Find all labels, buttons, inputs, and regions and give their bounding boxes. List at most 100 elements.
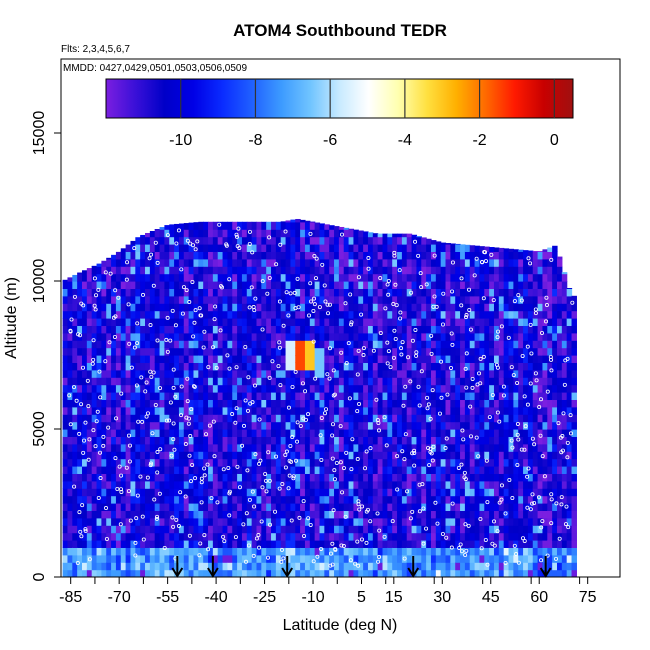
heat-cell [106,325,112,334]
heat-cell [421,244,427,252]
heat-cell [217,251,224,260]
heat-cell [295,369,301,378]
heat-cell [77,414,83,423]
heat-cell [178,473,185,482]
heat-cell [474,377,481,386]
heat-cell [154,436,161,445]
heat-cell [401,473,408,482]
heat-cell [125,392,132,400]
heat-cell [469,517,476,526]
heat-cell [324,429,330,437]
heat-cell [401,340,408,349]
heat-cell [493,340,500,349]
heat-cell [387,362,393,371]
heat-cell [367,266,374,275]
heat-cell [455,377,461,386]
heat-cell [571,414,577,423]
heat-cell [174,223,180,230]
heat-cell [101,332,107,341]
heat-cell [111,510,117,519]
heat-cell [556,318,563,326]
heat-cell [67,458,73,467]
heat-cell [440,310,447,319]
heat-cell [348,458,355,467]
heat-cell [101,399,107,408]
heat-cell [513,332,519,341]
heat-cell [145,325,151,334]
heat-cell [537,273,544,282]
heat-cell [411,495,418,504]
heat-cell [372,488,379,497]
heat-cell [382,318,388,326]
heat-cell [290,399,296,408]
heat-cell [421,384,427,393]
heat-cell [300,310,306,319]
heat-cell [183,525,190,534]
heat-cell [82,399,88,408]
heat-cell [135,266,141,275]
heat-cell [203,325,209,334]
heat-cell [174,347,180,356]
heat-cell [329,554,335,563]
heat-cell [198,421,204,430]
heat-cell [455,340,461,349]
heat-cell [251,355,258,363]
heat-cell [552,525,558,534]
heat-cell [251,288,258,297]
heat-cell [416,436,422,445]
heat-cell [261,288,267,297]
heat-cell [479,281,485,289]
heat-cell [149,332,156,341]
heat-cell [208,377,214,386]
heat-cell [300,406,306,415]
heat-cell [474,503,481,511]
heat-cell [416,540,422,548]
heat-cell [266,540,272,548]
heat-cell [212,377,219,386]
heat-cell [353,340,359,349]
heat-cell [319,495,325,504]
heat-cell [82,436,88,445]
heat-cell [203,266,209,275]
heat-cell [498,451,505,460]
heat-cell [82,406,88,415]
heat-cell [527,451,534,460]
heat-cell [169,517,175,526]
heat-cell [86,355,93,363]
heat-cell [280,517,287,526]
heat-cell [532,273,539,282]
heat-cell [523,540,529,548]
heat-cell [183,466,190,474]
heat-cell [498,488,505,497]
heat-cell [377,547,384,556]
heat-cell [469,429,476,437]
heat-cell [251,236,258,245]
heat-cell [62,562,69,571]
heat-cell [334,480,340,489]
heat-cell [232,281,238,289]
heat-cell [115,273,122,282]
heat-cell [329,377,335,386]
heat-cell [96,466,102,474]
heat-cell [304,443,311,452]
heat-cell [193,347,199,356]
heat-cell [198,562,204,571]
heat-cell [300,480,306,489]
heat-cell [174,495,180,504]
heat-cell [217,488,224,497]
heat-cell [295,399,301,408]
heat-cell [411,377,418,386]
heat-cell [489,532,495,541]
heat-cell [411,266,418,275]
heat-cell [523,288,529,297]
heat-cell [193,554,199,563]
heat-cell [489,436,495,445]
heat-cell [571,451,577,460]
heat-cell [130,414,136,423]
heat-cell [203,377,209,386]
heat-cell [440,525,447,534]
heat-cell [542,466,548,474]
heat-cell [256,273,262,282]
heat-cell [397,406,403,415]
